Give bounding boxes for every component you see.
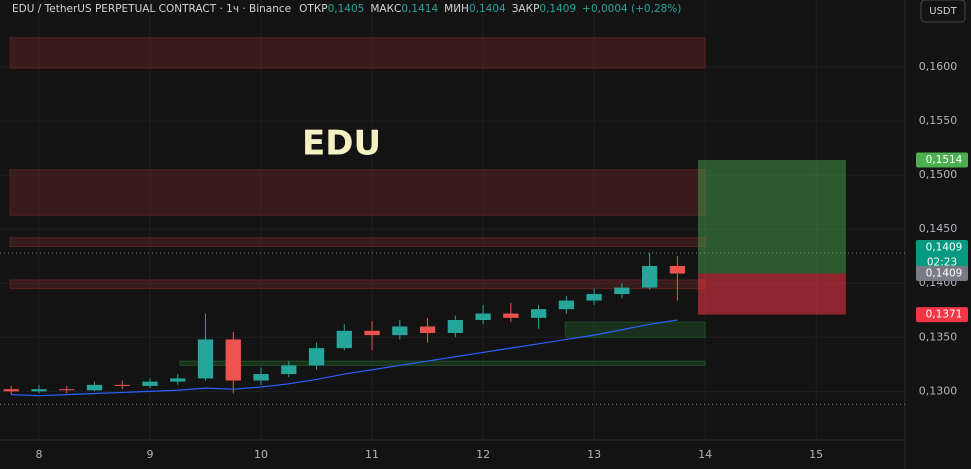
- candle-body: [3, 389, 19, 392]
- zone: [9, 169, 706, 216]
- target-zone: [697, 160, 846, 274]
- candle-body: [447, 320, 463, 333]
- x-tick-label: 11: [365, 448, 379, 461]
- price-tag-label: 0,1371: [926, 309, 963, 321]
- price-tag: [916, 266, 968, 282]
- zone: [9, 279, 706, 290]
- candle-body: [142, 381, 158, 386]
- candle-body: [475, 313, 491, 320]
- ohlc-name: МАКС: [370, 3, 401, 15]
- ohlc-name: ЗАКР: [512, 3, 540, 15]
- candle-body: [253, 374, 269, 381]
- x-tick-label: 15: [809, 448, 823, 461]
- ohlc-name: ОТКР: [299, 3, 327, 15]
- price-tag-label: 0,1409: [926, 268, 963, 280]
- candle-body: [59, 389, 75, 391]
- y-tick-label: 0,1300: [919, 384, 958, 397]
- zone: [9, 237, 706, 247]
- ohlc-value: 0,1414: [401, 3, 438, 15]
- y-tick-label: 0,1600: [919, 60, 958, 73]
- y-tick-label: 0,1550: [919, 114, 958, 127]
- candle-body: [281, 365, 297, 375]
- price-tag: [916, 307, 968, 323]
- x-tick-label: 12: [476, 448, 490, 461]
- candle-body: [31, 389, 47, 392]
- watermark: EDU: [302, 124, 381, 164]
- x-tick-label: 9: [147, 448, 154, 461]
- plot-layer: [0, 0, 906, 469]
- candle-body: [530, 309, 547, 318]
- candle-body: [503, 313, 519, 318]
- y-tick-label: 0,1450: [919, 222, 958, 235]
- ohlc-name: МИН: [444, 3, 469, 15]
- x-tick-label: 13: [587, 448, 601, 461]
- price-tag-label: 0,1409: [926, 242, 963, 254]
- candle-body: [197, 339, 214, 379]
- candle-body: [308, 348, 325, 366]
- x-tick-label: 10: [254, 448, 268, 461]
- ohlc-value: 0,1405: [328, 3, 365, 15]
- price-tag-label: 0,1514: [926, 154, 963, 166]
- currency-button[interactable]: [920, 0, 966, 23]
- candle-body: [669, 265, 686, 274]
- symbol-header: EDU / TetherUS PERPETUAL CONTRACT · 1ч ·…: [12, 3, 681, 15]
- price-tag: [916, 240, 968, 271]
- price-countdown: 02:23: [927, 257, 957, 269]
- price-tag: [916, 152, 968, 168]
- candle-body: [364, 330, 380, 336]
- zone: [179, 360, 706, 366]
- candle-body: [419, 326, 436, 333]
- y-tick-label: 0,1500: [919, 168, 958, 181]
- symbol: EDU / TetherUS PERPETUAL CONTRACT · 1ч ·…: [12, 3, 291, 15]
- x-tick-label: 14: [698, 448, 712, 461]
- y-tick-label: 0,1350: [919, 330, 958, 343]
- ohlc-value: 0,1404: [469, 3, 506, 15]
- candle-body: [114, 384, 130, 386]
- candle-body: [336, 330, 352, 349]
- x-tick-label: 8: [35, 448, 42, 461]
- moving-average: [11, 319, 678, 397]
- candle-body: [558, 300, 574, 310]
- currency-label: USDT: [929, 6, 957, 17]
- ohlc-value: 0,1409: [539, 3, 576, 15]
- change: +0,0004 (+0,28%): [582, 3, 681, 15]
- zone: [9, 37, 706, 69]
- stop-zone: [697, 273, 846, 315]
- candle-body: [614, 287, 630, 295]
- candle-body: [392, 326, 408, 336]
- candle-body: [225, 339, 241, 381]
- candle-body: [170, 378, 186, 382]
- zone: [564, 321, 706, 338]
- candle-body: [586, 294, 602, 301]
- candle-body: [641, 265, 658, 288]
- candle-body: [86, 384, 103, 391]
